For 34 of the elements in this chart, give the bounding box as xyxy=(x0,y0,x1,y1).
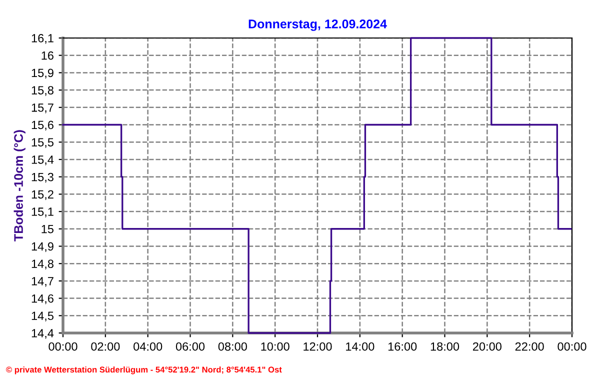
x-tick-label: 06:00 xyxy=(176,342,205,351)
y-tick-label: 16 xyxy=(42,51,54,60)
y-tick-label: 15,6 xyxy=(32,120,54,131)
y-tick-label: 15 xyxy=(42,225,54,234)
y-tick-label: 14,9 xyxy=(32,242,54,252)
x-tick-label: 02:00 xyxy=(91,342,120,351)
y-tick-label: 15,8 xyxy=(32,86,54,96)
x-tick-label: 08:00 xyxy=(218,342,247,351)
x-tick-label: 12:00 xyxy=(304,342,332,351)
x-tick-label: 04:00 xyxy=(134,342,162,351)
y-tick-label: 15,7 xyxy=(32,104,54,114)
chart-title: Donnerstag, 12.09.2024 xyxy=(248,20,387,31)
y-tick-label: 15,9 xyxy=(32,68,54,78)
y-tick-label: 15,3 xyxy=(32,172,54,183)
y-tick-label: 14,5 xyxy=(32,312,54,322)
y-tick-label: 15,5 xyxy=(32,138,54,148)
y-axis-title: TBoden -10cm (°C) xyxy=(14,130,26,242)
y-tick-label: 16,1 xyxy=(32,34,54,44)
y-tick-label: 14,6 xyxy=(32,294,54,304)
x-tick-label: 20:00 xyxy=(472,342,502,351)
x-tick-label: 00:00 xyxy=(48,342,78,351)
x-tick-label: 14:00 xyxy=(346,342,374,351)
y-tick-label: 15,1 xyxy=(32,208,54,218)
x-tick-label: 16:00 xyxy=(388,342,417,351)
y-tick-label: 14,8 xyxy=(32,260,54,270)
x-tick-label: 22:00 xyxy=(515,342,544,351)
y-tick-label: 15,2 xyxy=(32,190,54,200)
x-tick-label: 10:00 xyxy=(261,342,290,351)
y-tick-label: 15,4 xyxy=(32,156,54,166)
text: © private Wetterstation Süderlügum - 54°52'19.2" Nord; 8°54'45.1" Ost xyxy=(6,366,282,374)
y-tick-label: 14,7 xyxy=(32,277,54,287)
x-tick-label: 00:00 xyxy=(558,342,586,351)
x-tick-label: 18:00 xyxy=(430,342,460,351)
y-tick-label: 14,4 xyxy=(32,329,54,339)
